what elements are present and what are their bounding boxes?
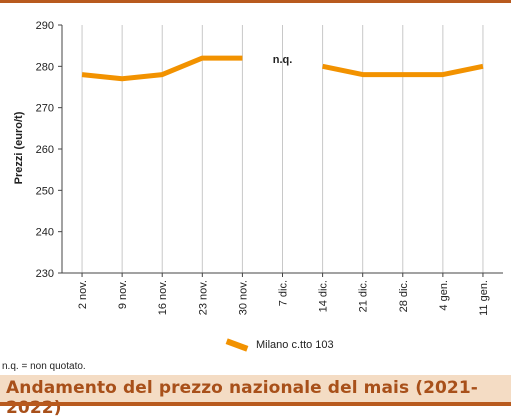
x-tick-label: 9 nov. <box>117 280 129 309</box>
y-axis-label: Prezzi (euro/t) <box>13 111 25 184</box>
series <box>81 55 484 82</box>
footer-title: Andamento del prezzo nazionale del mais … <box>6 378 478 418</box>
footer-bar <box>0 375 511 406</box>
y-tick-label: 250 <box>36 185 54 197</box>
x-tick-label: 4 gen. <box>438 280 450 311</box>
x-tick-label: 23 nov. <box>197 280 209 315</box>
annotation-nq: n.q. <box>273 54 293 66</box>
top-rule <box>0 0 511 3</box>
y-tick-label: 280 <box>36 61 54 73</box>
x-tick-label: 21 dic. <box>358 280 370 312</box>
series-line-0 <box>81 55 243 82</box>
y-ticks: 230 240 250 260 270 280 290 <box>36 20 62 280</box>
x-tick-label: 16 nov. <box>157 280 169 315</box>
y-tick-label: 260 <box>36 144 54 156</box>
y-tick-label: 290 <box>36 20 54 32</box>
y-tick-label: 230 <box>36 268 54 280</box>
footer-rule <box>0 402 511 406</box>
x-ticks: 2 nov. 9 nov. 16 nov. 23 nov. 30 nov. 7 dic. 1… <box>77 273 490 316</box>
x-tick-label: 2 nov. <box>77 280 89 309</box>
legend: Milano c.tto 103 <box>225 338 334 352</box>
y-tick-label: 240 <box>36 227 54 239</box>
legend-label: Milano c.tto 103 <box>256 339 334 351</box>
annotations: n.q. <box>273 54 293 66</box>
x-tick-label: 11 gen. <box>478 280 490 316</box>
x-tick-label: 28 dic. <box>398 280 410 312</box>
y-tick-label: 270 <box>36 103 54 115</box>
series-line-0 <box>322 63 484 78</box>
x-tick-label: 30 nov. <box>237 280 249 315</box>
line-chart: 230 240 250 260 270 280 290 2 nov. 9 nov. 16 nov… <box>13 20 503 316</box>
legend-swatch <box>225 338 249 352</box>
x-tick-label: 14 dic. <box>318 280 330 312</box>
footnote: n.q. = non quotato. <box>2 361 86 372</box>
x-tick-label: 7 dic. <box>278 280 290 306</box>
gridlines <box>81 25 484 273</box>
